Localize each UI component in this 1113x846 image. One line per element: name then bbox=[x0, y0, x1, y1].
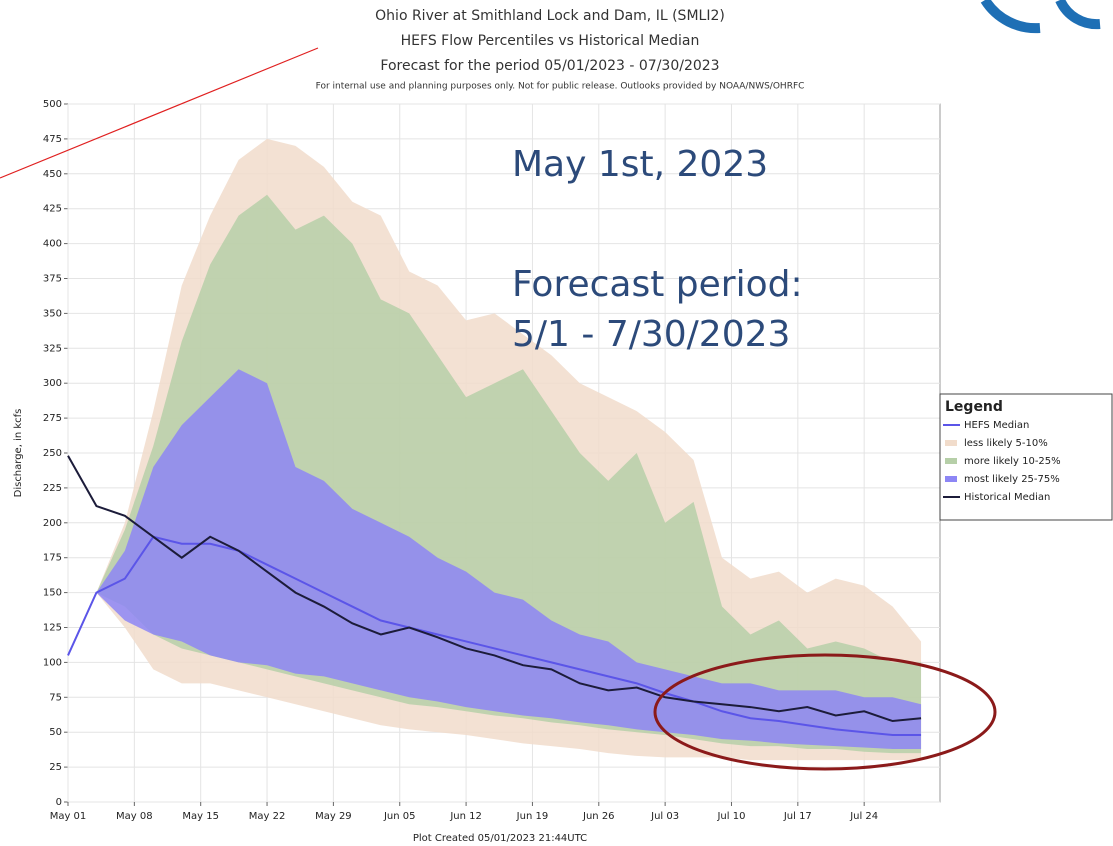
note: For internal use and planning purposes o… bbox=[316, 82, 805, 92]
y-axis-label: Discharge, in kcfs bbox=[13, 409, 24, 498]
logo-arc bbox=[980, 0, 1041, 34]
annotation: May 1st, 2023 bbox=[512, 144, 768, 185]
title: Ohio River at Smithland Lock and Dam, IL… bbox=[375, 8, 725, 24]
x-tick-label: May 01 bbox=[50, 811, 87, 822]
legend-box bbox=[939, 393, 1113, 521]
y-tick-label: 225 bbox=[43, 483, 62, 494]
legend-label: Historical Median bbox=[964, 492, 1050, 503]
y-tick-label: 175 bbox=[43, 553, 62, 564]
y-tick-label: 300 bbox=[43, 378, 62, 389]
x-tick-label: May 15 bbox=[182, 811, 219, 822]
x-tick-label: Jul 24 bbox=[849, 811, 878, 822]
line bbox=[67, 535, 922, 736]
y-tick-label: 325 bbox=[43, 343, 62, 354]
subtitle: HEFS Flow Percentiles vs Historical Medi… bbox=[401, 33, 700, 49]
y-tick-label: 0 bbox=[56, 797, 62, 808]
x-tick-label: Jun 19 bbox=[516, 811, 549, 822]
x-tick-label: Jun 12 bbox=[449, 811, 482, 822]
subtitle: Forecast for the period 05/01/2023 - 07/… bbox=[380, 58, 719, 74]
y-tick-label: 150 bbox=[43, 588, 62, 599]
annotation: 5/1 - 7/30/2023 bbox=[512, 314, 790, 355]
y-tick-label: 125 bbox=[43, 623, 62, 634]
legend-label: less likely 5-10% bbox=[964, 438, 1048, 449]
x-tick-label: Jul 17 bbox=[783, 811, 812, 822]
y-tick-label: 500 bbox=[43, 99, 62, 110]
y-tick-label: 400 bbox=[43, 239, 62, 250]
y-tick-label: 350 bbox=[43, 308, 62, 319]
y-tick-label: 100 bbox=[43, 657, 62, 668]
y-tick-label: 475 bbox=[43, 134, 62, 145]
x-tick-label: May 22 bbox=[249, 811, 286, 822]
legend-swatch bbox=[945, 458, 957, 464]
legend-label: HEFS Median bbox=[964, 420, 1029, 431]
y-tick-label: 25 bbox=[49, 762, 62, 773]
line bbox=[67, 455, 922, 723]
x-tick-label: Jun 05 bbox=[383, 811, 416, 822]
x-axis-label: Plot Created 05/01/2023 21:44UTC bbox=[413, 833, 587, 844]
y-tick-label: 425 bbox=[43, 204, 62, 215]
logo-arc bbox=[1055, 0, 1101, 30]
x-tick-label: Jun 26 bbox=[582, 811, 615, 822]
y-tick-label: 200 bbox=[43, 518, 62, 529]
y-tick-label: 50 bbox=[49, 727, 62, 738]
band bbox=[68, 369, 922, 749]
legend-swatch bbox=[945, 440, 957, 446]
highlight-ellipse bbox=[653, 653, 997, 771]
legend-title: Legend bbox=[945, 399, 1003, 415]
x-tick-label: May 29 bbox=[315, 811, 352, 822]
y-tick-label: 450 bbox=[43, 169, 62, 180]
x-tick-label: Jul 03 bbox=[650, 811, 679, 822]
legend-swatch bbox=[945, 476, 957, 482]
x-tick-label: May 08 bbox=[116, 811, 153, 822]
annotation: Forecast period: bbox=[512, 264, 803, 305]
legend-label: more likely 10-25% bbox=[964, 456, 1061, 467]
pointer-line bbox=[0, 47, 319, 179]
legend-label: most likely 25-75% bbox=[964, 474, 1060, 485]
y-tick-label: 250 bbox=[43, 448, 62, 459]
x-tick-label: Jul 10 bbox=[716, 811, 745, 822]
y-tick-label: 375 bbox=[43, 274, 62, 285]
y-tick-label: 275 bbox=[43, 413, 62, 424]
y-tick-label: 75 bbox=[49, 692, 62, 703]
